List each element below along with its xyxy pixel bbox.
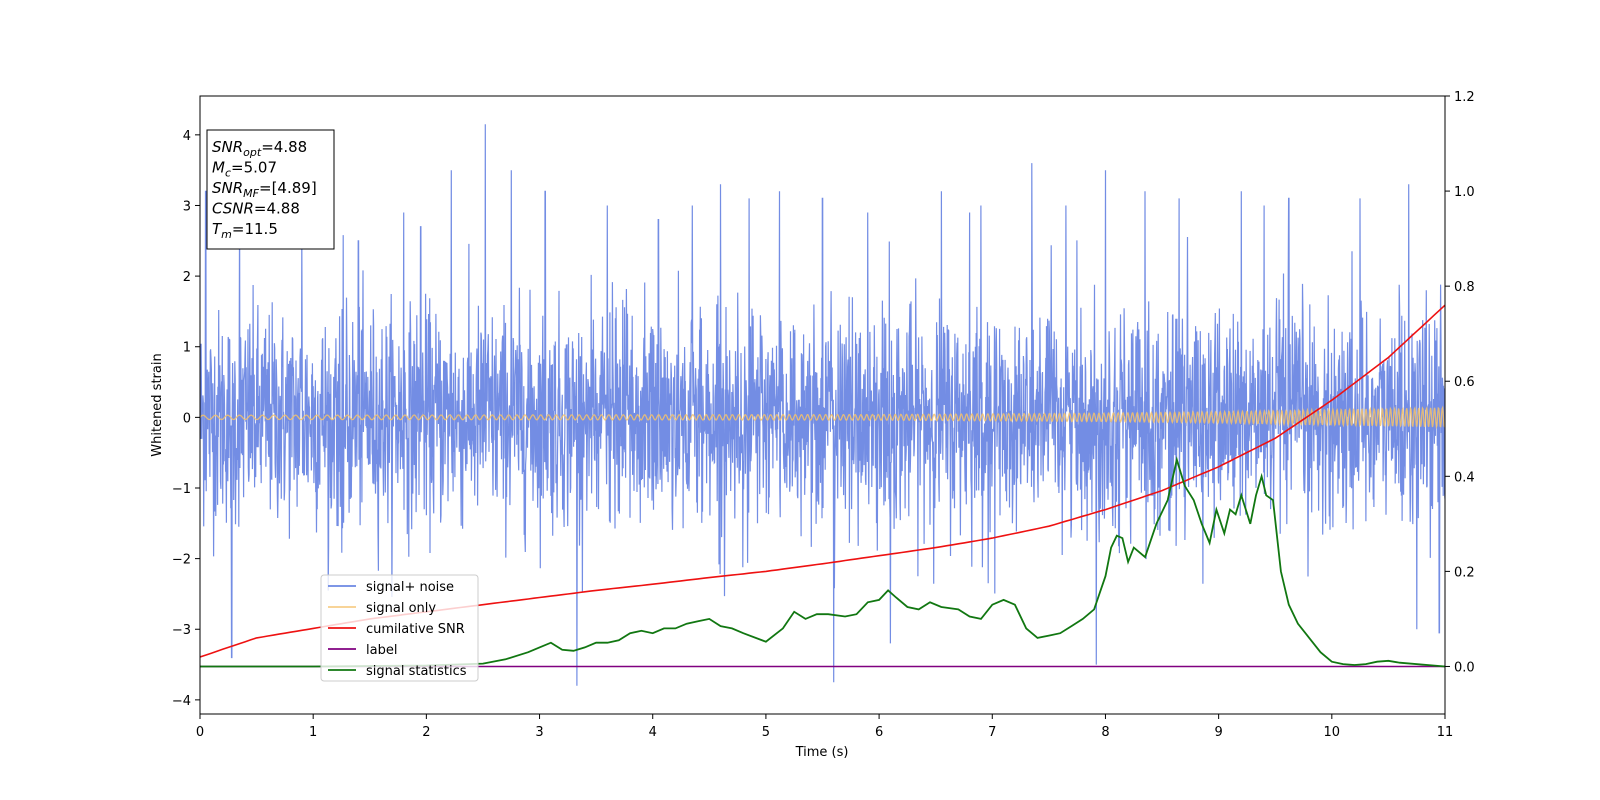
y-tick-label: −3 — [172, 623, 191, 638]
series-signal-statistics-line — [200, 456, 1445, 668]
x-tick-label: 2 — [422, 725, 430, 740]
y-axis-right: 0.0 0.2 0.4 0.6 0.8 1.0 1.2 — [1445, 90, 1475, 675]
x-axis: 0 1 2 3 4 5 6 7 8 9 10 11 — [196, 714, 1453, 740]
x-tick-label: 10 — [1324, 725, 1341, 740]
y2-tick-label: 0.4 — [1454, 470, 1475, 485]
legend-label: cumilative SNR — [366, 622, 465, 637]
y-tick-label: −2 — [172, 553, 191, 568]
y2-tick-label: 1.0 — [1454, 185, 1475, 200]
y-tick-label: 0 — [183, 411, 191, 426]
y2-tick-label: 0.8 — [1454, 280, 1475, 295]
annotation-line: SNRopt=4.88 — [212, 138, 307, 159]
series-signal-only-line — [200, 405, 1445, 430]
y-axis-left: −4 −3 −2 −1 0 1 2 3 4 — [172, 129, 200, 709]
legend-label: signal+ noise — [366, 580, 454, 595]
legend-label: signal statistics — [366, 664, 467, 679]
x-tick-label: 11 — [1437, 725, 1454, 740]
x-tick-label: 0 — [196, 725, 204, 740]
y2-tick-label: 0.0 — [1454, 660, 1475, 675]
legend-label: signal only — [366, 601, 436, 616]
x-tick-label: 7 — [988, 725, 996, 740]
legend-label: label — [366, 643, 397, 658]
x-tick-label: 6 — [875, 725, 883, 740]
annotation-line: Tm=11.5 — [212, 220, 278, 241]
legend: signal+ noise signal only cumilative SNR la… — [320, 574, 479, 682]
y-tick-label: 1 — [183, 341, 191, 356]
annotation-line: CSNR=4.88 — [212, 200, 300, 218]
series-signal-noise-line — [200, 124, 1445, 686]
x-tick-label: 8 — [1101, 725, 1109, 740]
x-tick-label: 3 — [535, 725, 543, 740]
y2-tick-label: 0.2 — [1454, 565, 1475, 580]
y-tick-label: 2 — [183, 270, 191, 285]
y-tick-label: 3 — [183, 199, 191, 214]
annotation-line: Mc=5.07 — [212, 159, 277, 180]
annotation-frame — [206, 129, 335, 250]
x-tick-label: 4 — [649, 725, 657, 740]
y2-tick-label: 1.2 — [1454, 90, 1475, 105]
x-tick-label: 1 — [309, 725, 317, 740]
y-tick-label: −1 — [172, 482, 191, 497]
y-tick-label: 4 — [183, 129, 191, 144]
plot-frame — [199, 95, 1446, 715]
x-tick-label: 5 — [762, 725, 770, 740]
x-tick-label: 9 — [1214, 725, 1222, 740]
y-tick-label: −4 — [172, 694, 191, 709]
y-axis-label: Whitened strain — [150, 353, 165, 456]
legend-frame — [320, 574, 479, 682]
annotation-line: SNRMF=[4.89] — [212, 179, 317, 200]
x-axis-label: Time (s) — [795, 745, 849, 760]
y2-tick-label: 0.6 — [1454, 375, 1475, 390]
